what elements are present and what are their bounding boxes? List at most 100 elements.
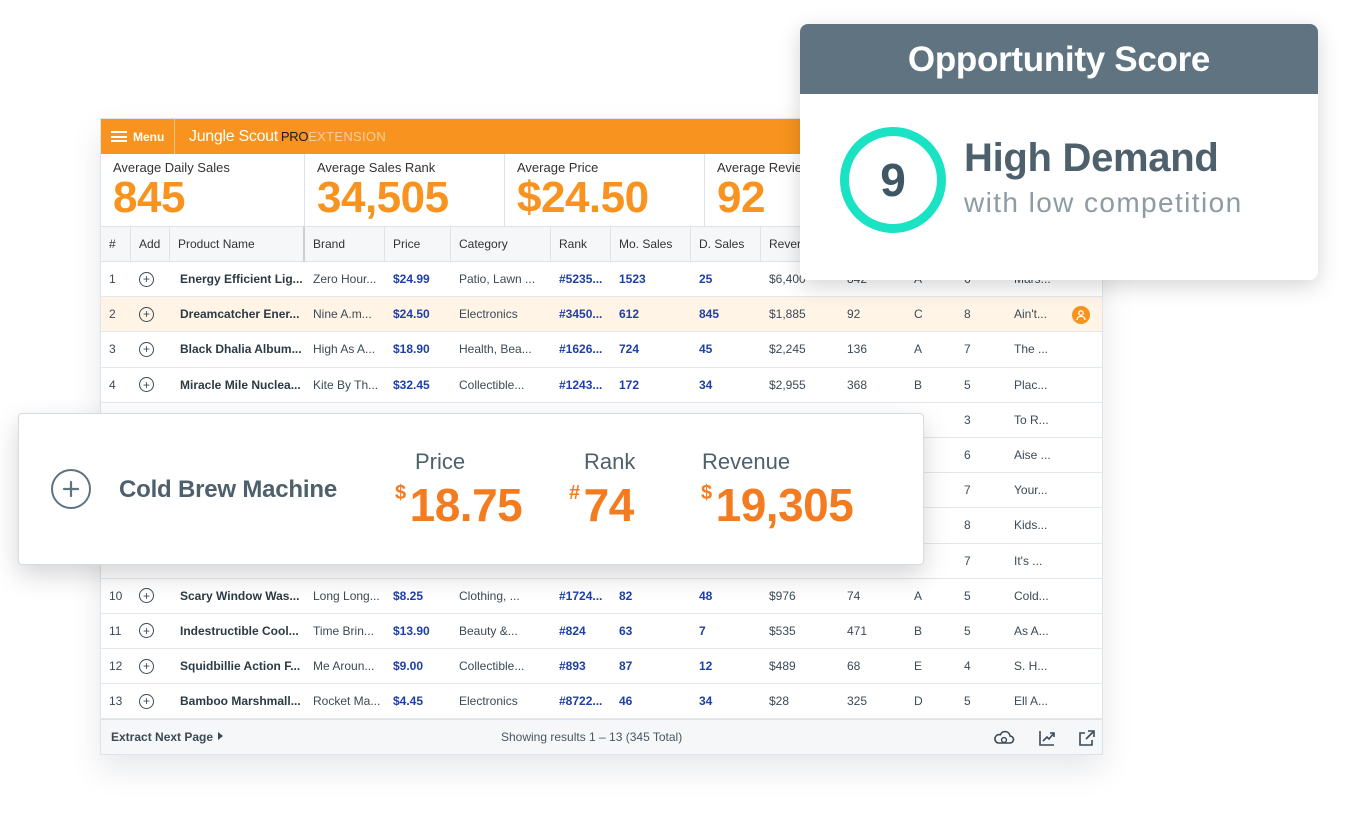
cell-description: Your... xyxy=(1014,483,1048,498)
cell-number: 10 xyxy=(109,588,123,603)
column-header-d-sales[interactable]: D. Sales xyxy=(691,226,761,262)
rank-value: #74 xyxy=(569,478,634,532)
cell-revenue: $6,400 xyxy=(769,272,806,287)
cell-sellers: 3 xyxy=(964,412,971,427)
add-circle-icon[interactable]: + xyxy=(139,341,154,357)
cell-add: + xyxy=(131,588,170,604)
cell-mo-sales: 172 xyxy=(619,377,640,392)
share-export-icon[interactable] xyxy=(1076,728,1096,748)
extract-next-page-label: Extract Next Page xyxy=(111,730,214,744)
cell-description: Ell A... xyxy=(1014,694,1049,709)
cell-number: 4 xyxy=(109,377,116,392)
column-header-add[interactable]: Add xyxy=(131,226,170,262)
column-header-product-name[interactable]: Product Name xyxy=(170,226,305,262)
cell-category: Collectible... xyxy=(459,659,525,674)
cell-rank: #8722... xyxy=(559,694,603,709)
cell-rank: #5235... xyxy=(559,272,603,287)
table-footer: Extract Next Page Showing results 1 – 13… xyxy=(101,719,1102,754)
cell-product-name: Black Dhalia Album... xyxy=(180,342,302,357)
table-row[interactable]: 2 + Dreamcatcher Ener... Nine A.m... $24.50 E… xyxy=(101,297,1102,333)
cell-sellers: 4 xyxy=(964,659,971,674)
cell-price: $18.90 xyxy=(393,342,430,357)
table-row[interactable]: 3 + Black Dhalia Album... High As A... $18.9… xyxy=(101,332,1102,368)
cell-add: + xyxy=(131,623,170,639)
trend-chart-icon[interactable] xyxy=(1037,728,1057,748)
cell-product-name: Squidbillie Action F... xyxy=(180,659,301,674)
table-row[interactable]: 7 It's ... xyxy=(101,544,1102,579)
cell-d-sales: 25 xyxy=(699,272,713,287)
cell-reviews: 136 xyxy=(847,342,868,357)
opportunity-score-header: Opportunity Score xyxy=(800,24,1318,94)
extract-next-page-button[interactable]: Extract Next Page xyxy=(111,730,224,744)
cell-sellers: 7 xyxy=(964,342,971,357)
cell-brand: Time Brin... xyxy=(313,623,374,638)
table-row[interactable]: 13 + Bamboo Marshmall... Rocket Ma... $4.45 E… xyxy=(101,684,1102,720)
rank-amount: 74 xyxy=(583,479,635,531)
table-row[interactable]: 4 + Miracle Mile Nuclea... Kite By Th... $32… xyxy=(101,368,1102,403)
add-circle-icon[interactable]: + xyxy=(139,623,154,639)
brand-pro: PRO xyxy=(280,128,309,144)
add-circle-icon[interactable]: + xyxy=(139,588,154,604)
product-overlay-card: Cold Brew Machine Price $18.75 Rank #74 … xyxy=(18,413,924,565)
add-circle-icon[interactable]: + xyxy=(139,658,154,674)
score-ring: 9 xyxy=(840,127,946,233)
column-header-category[interactable]: Category xyxy=(451,226,551,262)
cell-category: Health, Bea... xyxy=(459,342,532,357)
cell-d-sales: 48 xyxy=(699,588,713,603)
cell-rank: #1724... xyxy=(559,588,603,603)
menu-label: Menu xyxy=(133,129,165,144)
cell-mo-sales: 46 xyxy=(619,694,633,709)
cell-add: + xyxy=(131,306,170,322)
add-circle-icon[interactable]: + xyxy=(139,377,154,393)
cell-description: Kids... xyxy=(1014,518,1048,533)
cell-description: S. H... xyxy=(1014,659,1048,674)
add-product-button[interactable] xyxy=(51,469,91,509)
table-row[interactable]: 10 + Scary Window Was... Long Long... $8.25 C… xyxy=(101,579,1102,614)
cell-mo-sales: 1523 xyxy=(619,272,646,287)
add-circle-icon[interactable]: + xyxy=(139,306,154,322)
hash-symbol: # xyxy=(569,482,580,504)
column-header-price[interactable]: Price xyxy=(385,226,451,262)
cell-description: Cold... xyxy=(1014,588,1049,603)
add-circle-icon[interactable]: + xyxy=(139,271,154,287)
cell-product-name: Dreamcatcher Ener... xyxy=(180,307,300,322)
cell-sellers: 5 xyxy=(964,623,971,638)
column-header-brand[interactable]: Brand xyxy=(305,226,385,262)
cell-category: Beauty &... xyxy=(459,623,518,638)
cell-category: Electronics xyxy=(459,307,518,322)
table-row[interactable]: 1 + Energy Efficient Lig... Zero Hour... $24… xyxy=(101,262,1102,298)
cell-rank: #893 xyxy=(559,659,586,674)
cell-number: 1 xyxy=(109,272,116,287)
cell-d-sales: 12 xyxy=(699,659,713,674)
cell-mo-sales: 82 xyxy=(619,588,633,603)
cell-number: 2 xyxy=(109,307,116,322)
cell-d-sales: 45 xyxy=(699,342,713,357)
cell-category: Electronics xyxy=(459,694,518,709)
cell-product-name: Energy Efficient Lig... xyxy=(180,272,303,287)
cell-reviews: 74 xyxy=(847,588,861,603)
stat-average-reviews: Average Revie 92 xyxy=(705,154,905,226)
user-icon[interactable] xyxy=(1072,306,1090,325)
cell-revenue: $2,955 xyxy=(769,377,806,392)
column-header-rank[interactable]: Rank xyxy=(551,226,611,262)
add-circle-icon[interactable]: + xyxy=(139,693,154,709)
cell-d-sales: 845 xyxy=(699,307,720,322)
cell-grade: B xyxy=(914,623,923,638)
cell-brand: Rocket Ma... xyxy=(313,694,381,709)
table-row[interactable]: 11 + Indestructible Cool... Time Brin... $13… xyxy=(101,614,1102,650)
column-header-number[interactable]: # xyxy=(101,226,131,262)
cell-brand: Me Aroun... xyxy=(313,659,375,674)
cell-product-name: Scary Window Was... xyxy=(180,588,300,603)
stats-bar: Average Daily Sales 845 Average Sales Ra… xyxy=(101,154,1102,227)
rank-label: Rank xyxy=(584,449,636,474)
cell-grade: E xyxy=(914,659,923,674)
cell-price: $9.00 xyxy=(393,659,424,674)
column-header-mo-sales[interactable]: Mo. Sales xyxy=(611,226,691,262)
cell-price: $4.45 xyxy=(393,694,424,709)
menu-button[interactable]: Menu xyxy=(101,119,175,154)
demand-title: High Demand xyxy=(964,136,1219,180)
column-header-revenue[interactable]: Rever xyxy=(769,237,802,251)
cell-revenue: $976 xyxy=(769,588,796,603)
table-row[interactable]: 12 + Squidbillie Action F... Me Aroun... $9.… xyxy=(101,649,1102,685)
cloud-sync-icon[interactable] xyxy=(993,728,1015,748)
